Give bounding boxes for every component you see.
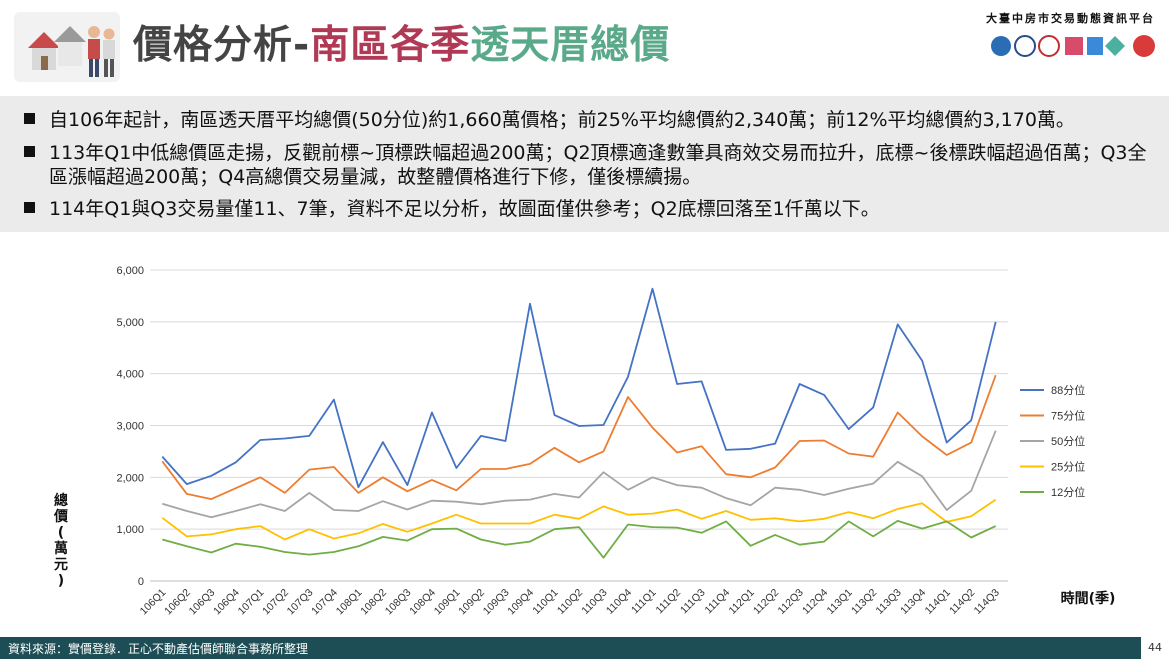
y-tick-label: 4,000 [116, 369, 144, 381]
legend-label: 75分位 [1051, 409, 1085, 423]
x-tick-label: 106Q2 [162, 587, 193, 618]
x-tick-label: 111Q1 [629, 587, 659, 617]
y-tick-label: 2,000 [116, 472, 144, 484]
x-tick-label: 108Q3 [383, 587, 414, 618]
x-tick-label: 112Q1 [726, 587, 756, 617]
x-tick-label: 111Q3 [678, 587, 708, 617]
x-tick-label: 109Q1 [432, 587, 463, 618]
x-tick-label: 106Q3 [187, 587, 218, 618]
x-tick-label: 112Q4 [800, 587, 830, 617]
title-part-red: 南區各季 [310, 23, 471, 68]
x-tick-label: 107Q4 [309, 587, 340, 618]
x-tick-label: 109Q3 [481, 587, 512, 618]
bullet-text: 113年Q1中低總價區走揚，反觀前標~頂標跌幅超過200萬；Q2頂標適逢數筆具商… [49, 142, 1147, 188]
y-tick-label: 1,000 [116, 524, 144, 536]
bullet-text: 114年Q1與Q3交易量僅11、7筆，資料不足以分析，故圖面僅供參考；Q2底標回… [49, 198, 880, 220]
x-tick-label: 106Q1 [138, 587, 169, 618]
data-source-note: 資料來源：實價登錄．正心不動產估價師聯合事務所整理 [8, 642, 309, 656]
series-line [162, 519, 997, 559]
bullet-item: 114年Q1與Q3交易量僅11、7筆，資料不足以分析，故圖面僅供參考；Q2底標回… [24, 197, 1149, 221]
x-tick-label: 109Q2 [456, 587, 487, 618]
legend-label: 88分位 [1051, 383, 1085, 397]
title-part-green: 透天厝總價 [470, 23, 671, 68]
x-tick-label: 110Q4 [604, 587, 634, 617]
series-line [162, 430, 997, 519]
x-tick-label: 108Q2 [358, 587, 389, 618]
price-line-chart: 01,0002,0003,0004,0005,0006,000106Q1106Q… [53, 265, 1116, 618]
bullet-item: 自106年起計，南區透天厝平均總價(50分位)約1,660萬價格；前25%平均總… [24, 108, 1149, 132]
x-tick-label: 113Q1 [825, 587, 855, 617]
x-tick-label: 114Q1 [923, 587, 953, 617]
org-name: 大臺中房市交易動態資訊平台 [986, 12, 1155, 25]
footer: 資料來源：實價登錄．正心不動產估價師聯合事務所整理 44 [0, 637, 1169, 659]
x-tick-label: 107Q3 [285, 587, 316, 618]
y-tick-label: 5,000 [116, 317, 144, 329]
x-tick-label: 111Q4 [703, 587, 733, 617]
summary-bullets: 自106年起計，南區透天厝平均總價(50分位)約1,660萬價格；前25%平均總… [0, 96, 1169, 232]
x-tick-label: 108Q1 [334, 587, 365, 618]
series-line [161, 374, 997, 501]
x-tick-label: 106Q4 [211, 587, 242, 618]
page-number: 44 [1141, 637, 1169, 659]
bullet-square-icon [24, 113, 35, 124]
y-tick-label: 6,000 [116, 265, 144, 277]
x-tick-label: 107Q2 [260, 587, 291, 618]
page-title: 價格分析-南區各季透天厝總價 [133, 14, 670, 70]
x-tick-label: 111Q2 [654, 587, 684, 617]
house-people-illustration-icon [14, 12, 120, 82]
x-tick-label: 110Q1 [530, 587, 560, 617]
partner-logos-icon [991, 35, 1155, 57]
series-line [161, 287, 997, 489]
x-tick-label: 112Q3 [776, 587, 806, 617]
header: 價格分析-南區各季透天厝總價 大臺中房市交易動態資訊平台 [0, 0, 1169, 96]
series-line [161, 498, 997, 541]
x-tick-label: 114Q2 [947, 587, 977, 617]
bullet-item: 113年Q1中低總價區走揚，反觀前標~頂標跌幅超過200萬；Q2頂標適逢數筆具商… [24, 141, 1149, 189]
x-tick-label: 109Q4 [505, 587, 536, 618]
x-tick-label: 114Q3 [972, 587, 1002, 617]
title-part-gray: 價格分析- [133, 23, 311, 68]
y-tick-label: 3,000 [116, 421, 144, 433]
bullet-square-icon [24, 202, 35, 213]
y-tick-label: 0 [138, 576, 144, 588]
x-tick-label: 108Q4 [407, 587, 438, 618]
legend-label: 25分位 [1051, 460, 1085, 474]
legend-label: 12分位 [1051, 485, 1085, 499]
x-tick-label: 112Q2 [751, 587, 781, 617]
x-tick-label: 110Q3 [579, 587, 609, 617]
x-tick-label: 113Q4 [898, 587, 928, 617]
bullet-text: 自106年起計，南區透天厝平均總價(50分位)約1,660萬價格；前25%平均總… [49, 109, 1075, 131]
y-axis-label: 總價(萬元) [53, 492, 69, 589]
x-axis-label: 時間(季) [1061, 590, 1116, 607]
x-tick-label: 113Q3 [874, 587, 904, 617]
x-tick-label: 110Q2 [555, 587, 585, 617]
x-tick-label: 113Q2 [849, 587, 879, 617]
bullet-square-icon [24, 146, 35, 157]
legend-label: 50分位 [1051, 434, 1085, 448]
x-tick-label: 107Q1 [236, 587, 267, 618]
